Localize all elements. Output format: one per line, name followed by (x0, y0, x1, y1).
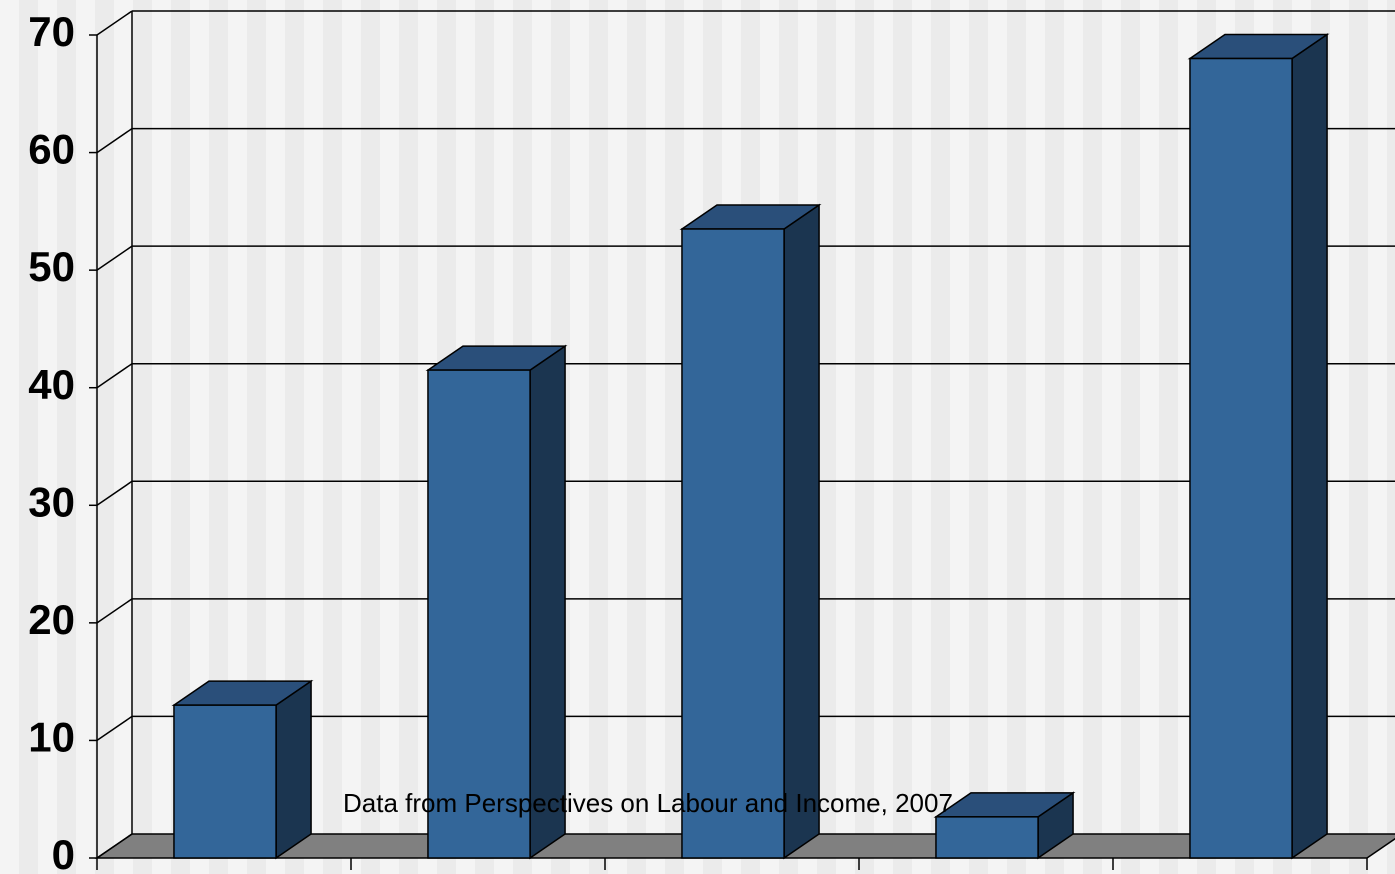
annotation: Data from Perspectives on Labour and Inc… (343, 788, 953, 818)
wall-grid-line (96, 127, 133, 154)
y-tick-label: 60 (28, 126, 75, 173)
y-tick-label: 50 (28, 243, 75, 290)
bar-side (783, 203, 820, 860)
y-tick-label: 40 (28, 361, 75, 408)
bar-side (1291, 33, 1328, 860)
bar (935, 816, 1039, 859)
bar-side (275, 679, 312, 860)
wall-grid-line (96, 10, 133, 36)
bar (681, 228, 785, 859)
y-tick-label: 30 (28, 478, 75, 525)
wall-grid-line (96, 480, 133, 506)
wall-grid-line (96, 833, 133, 859)
wall-grid-line (96, 715, 133, 742)
wall-grid-line (96, 598, 133, 624)
y-tick-label: 70 (28, 8, 75, 55)
bar (173, 704, 277, 859)
wall-grid-line (96, 245, 133, 271)
y-tick-label: 10 (28, 714, 75, 761)
wall-grid-line (96, 363, 133, 389)
y-tick-label: 0 (52, 831, 75, 874)
bar (427, 369, 531, 859)
bar-side (529, 344, 566, 860)
bar (1189, 57, 1293, 859)
y-tick-label: 20 (28, 596, 75, 643)
